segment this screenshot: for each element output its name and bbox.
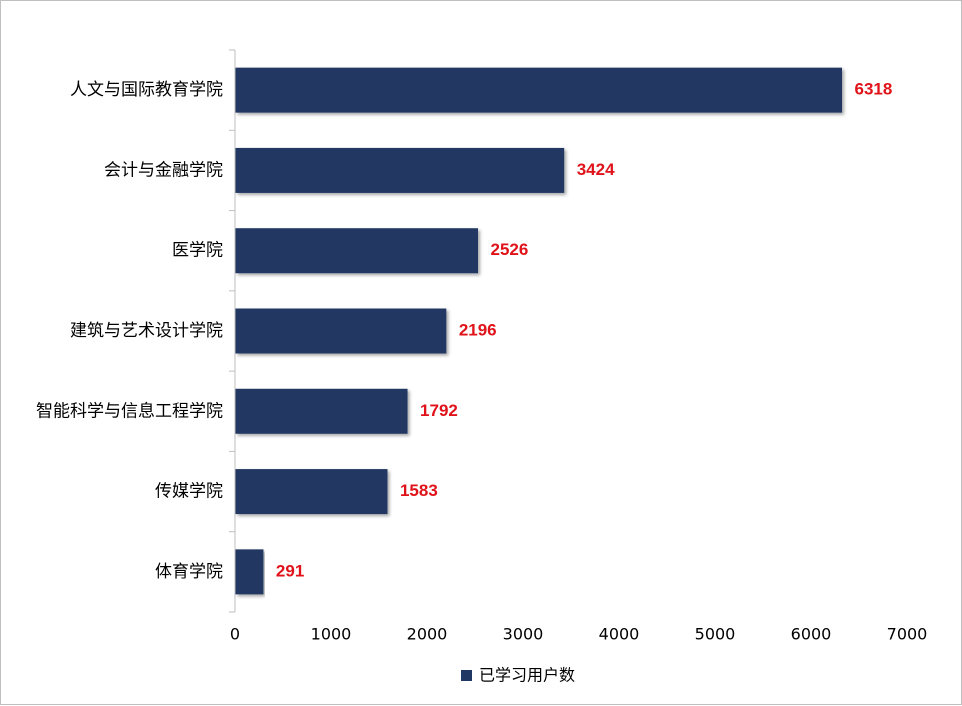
category-label: 人文与国际教育学院 (70, 80, 223, 100)
category-label: 智能科学与信息工程学院 (36, 401, 223, 421)
x-tick-label: 6000 (791, 625, 832, 644)
x-tick-label: 5000 (695, 625, 736, 644)
category-label: 会计与金融学院 (104, 160, 223, 180)
data-label: 3424 (577, 160, 615, 179)
data-label: 1583 (400, 481, 438, 500)
bar (235, 308, 447, 354)
category-label: 体育学院 (155, 562, 223, 582)
plot-area: 人文与国际教育学院 6318 会计与金融学院 3424 医学院 2526 建筑与艺术设计学院… (36, 49, 928, 644)
legend: 已学习用户数 (461, 666, 575, 685)
x-tick-label: 4000 (599, 625, 640, 644)
x-tick-label: 2000 (407, 625, 448, 644)
bar (235, 388, 408, 434)
data-label: 2526 (490, 240, 528, 259)
legend-label: 已学习用户数 (479, 666, 575, 685)
x-tick-label: 1000 (311, 625, 352, 644)
bar (235, 147, 565, 193)
category-label: 建筑与艺术设计学院 (70, 321, 223, 341)
x-tick-label: 3000 (503, 625, 544, 644)
data-label: 1792 (420, 401, 458, 420)
bar (235, 228, 478, 274)
data-label: 291 (276, 561, 304, 580)
bar (235, 549, 264, 595)
data-label: 2196 (459, 320, 497, 339)
data-label: 6318 (855, 80, 893, 99)
legend-swatch (461, 670, 472, 681)
bar (235, 469, 388, 515)
category-label: 传媒学院 (155, 482, 223, 502)
x-tick-label: 7000 (887, 625, 928, 644)
x-tick-label: 0 (230, 625, 240, 644)
category-label: 医学院 (172, 241, 223, 261)
bar (235, 67, 843, 113)
